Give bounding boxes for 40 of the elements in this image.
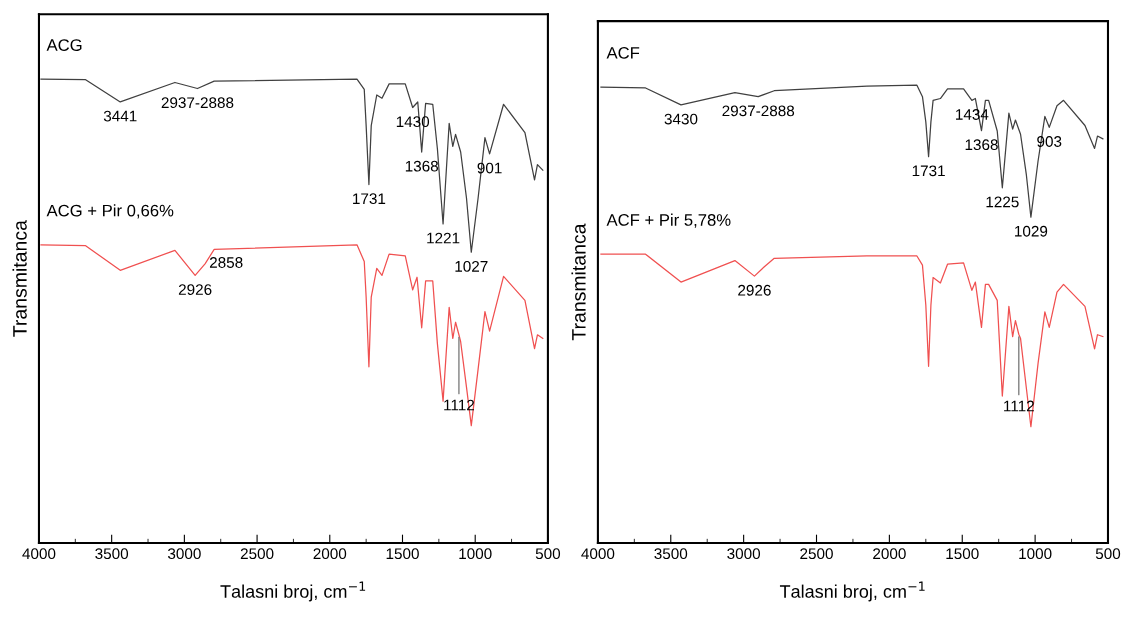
x-tick-label: 500 — [1095, 548, 1121, 560]
x-tick-label: 1000 — [1019, 548, 1052, 560]
annotation: 903 — [1037, 136, 1062, 147]
x-tick-label: 1000 — [459, 548, 492, 560]
annotation: 3430 — [664, 113, 698, 125]
annotation: 1029 — [1015, 225, 1048, 237]
x-tick-label: 1500 — [946, 548, 979, 560]
series-label: ACG — [46, 39, 82, 51]
series-label: ACG + Pir 0,66% — [46, 204, 174, 219]
annotation: 2937-2888 — [161, 97, 234, 109]
annotation: 1368 — [965, 139, 998, 151]
x-tick-label: 3000 — [727, 548, 761, 560]
y-axis-title: Transmitanca — [12, 220, 27, 337]
x-tick-label: 3500 — [95, 548, 129, 560]
x-tick-label: 2500 — [240, 548, 274, 560]
x-tick-label: 4000 — [581, 548, 615, 560]
x-tick-label: 1500 — [386, 548, 419, 560]
annotation: 1221 — [427, 232, 460, 244]
annotation: 1368 — [405, 160, 439, 172]
x-tick-label: 4000 — [22, 548, 56, 560]
annotation: 1731 — [353, 193, 386, 205]
annotation: 1225 — [986, 196, 1019, 208]
x-axis-title: Talasni broj, cm$^{−1}$ — [779, 581, 925, 602]
annotation: 1027 — [455, 260, 488, 272]
annotation: 2926 — [738, 284, 771, 296]
x-tick-label: 3500 — [654, 548, 688, 560]
x-tick-label: 2000 — [873, 548, 906, 560]
series-label: ACF — [606, 46, 640, 59]
x-tick-label: 3000 — [167, 548, 201, 560]
x-axis-title: Talasni broj, cm$^{−1}$ — [220, 581, 366, 602]
y-axis-title: Transmitanca — [571, 223, 586, 341]
annotation: 3441 — [103, 110, 137, 122]
annotation: 2937-2888 — [722, 105, 795, 117]
x-tick-label: 2000 — [313, 548, 347, 560]
annotation: 2858 — [209, 257, 243, 268]
x-tick-label: 500 — [535, 548, 561, 560]
x-tick-label: 2500 — [800, 548, 833, 560]
annotation: 2926 — [178, 284, 212, 295]
series-label: ACF + Pir 5,78% — [606, 213, 731, 228]
annotation: 1731 — [912, 165, 945, 177]
